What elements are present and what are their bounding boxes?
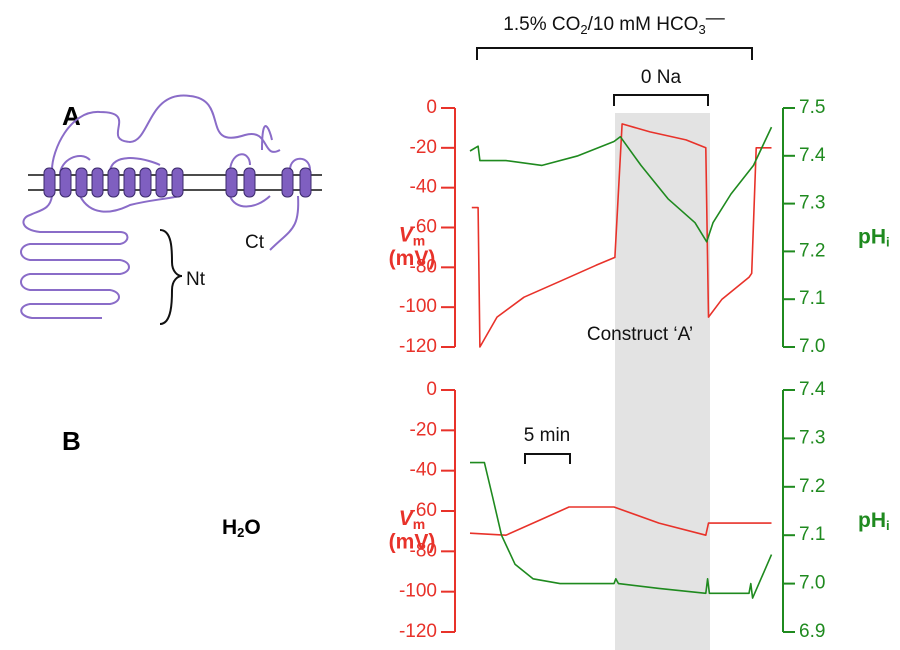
condition-label: H2O (222, 516, 261, 541)
y2-tick-label: 7.5 (799, 97, 825, 118)
scale-bar (524, 453, 571, 464)
y-tick-label: 0 (426, 379, 437, 400)
y-tick-label: -60 (410, 217, 437, 238)
y-axis-label-unit: (mV) (389, 531, 436, 554)
y2-tick-label: 7.2 (799, 476, 825, 497)
y-axis-label: Vm (399, 223, 425, 248)
y-axis-label-unit: (mV) (389, 247, 436, 270)
y-tick-label: -100 (399, 296, 437, 317)
trace (469, 126, 773, 243)
zero-na-bracket (613, 94, 709, 106)
y2-axis-label-symbol: pH (858, 225, 886, 248)
y2-tick-label: 7.4 (799, 145, 826, 166)
zero-na-shade (615, 113, 710, 650)
y2-tick-label: 7.1 (799, 288, 825, 309)
construct-label: Construct ‘A’ (587, 324, 693, 345)
trace (471, 123, 772, 348)
y2-tick-label: 7.0 (799, 336, 825, 357)
y2-axis-label-subscript: i (886, 518, 890, 533)
y2-tick-label: 7.4 (799, 379, 826, 400)
y2-axis-label-symbol: pH (858, 509, 886, 532)
y2-tick-label: 7.3 (799, 427, 825, 448)
y-axis-label: Vm (399, 507, 425, 532)
y2-axis-label: pHi (858, 225, 890, 250)
y-tick-label: -100 (399, 581, 437, 602)
y-tick-label: -40 (410, 177, 437, 198)
y-tick-label: -120 (399, 336, 437, 357)
y-axis-label-subscript: m (413, 232, 425, 248)
panel-label: A (62, 101, 81, 131)
scale-bar-label: 5 min (524, 425, 570, 446)
y-tick-label: -60 (410, 500, 437, 521)
y2-axis-label-subscript: i (886, 235, 890, 250)
y-tick-label: -40 (410, 460, 437, 481)
nt-label: Nt (186, 269, 206, 290)
y2-axis-label: pHi (858, 509, 890, 534)
y-axis-label-symbol: V (399, 223, 415, 246)
y2-tick-label: 7.3 (799, 193, 825, 214)
y-tick-label: -20 (410, 419, 437, 440)
treatment-label: 1.5% CO2/10 mM HCO3— (503, 8, 724, 37)
zero-na-label: 0 Na (641, 67, 682, 88)
y-axis-label-symbol: V (399, 507, 415, 530)
y-tick-label: -120 (399, 621, 437, 642)
protein-diagram (20, 94, 311, 319)
treatment-bracket (476, 47, 753, 60)
y-tick-label: 0 (426, 97, 437, 118)
y-axis-label-subscript: m (413, 516, 425, 532)
helices (43, 167, 312, 198)
y2-tick-label: 7.1 (799, 524, 825, 545)
y2-tick-label: 6.9 (799, 621, 825, 642)
trace (470, 461, 773, 599)
y2-tick-label: 7.2 (799, 240, 825, 261)
trace (469, 506, 772, 536)
brace (159, 229, 183, 325)
y-tick-label: -80 (410, 256, 437, 277)
y-tick-label: -80 (410, 540, 437, 561)
y-tick-label: -20 (410, 137, 437, 158)
y2-tick-label: 7.0 (799, 573, 825, 594)
panel-label: B (62, 426, 81, 456)
ct-label: Ct (245, 232, 265, 253)
